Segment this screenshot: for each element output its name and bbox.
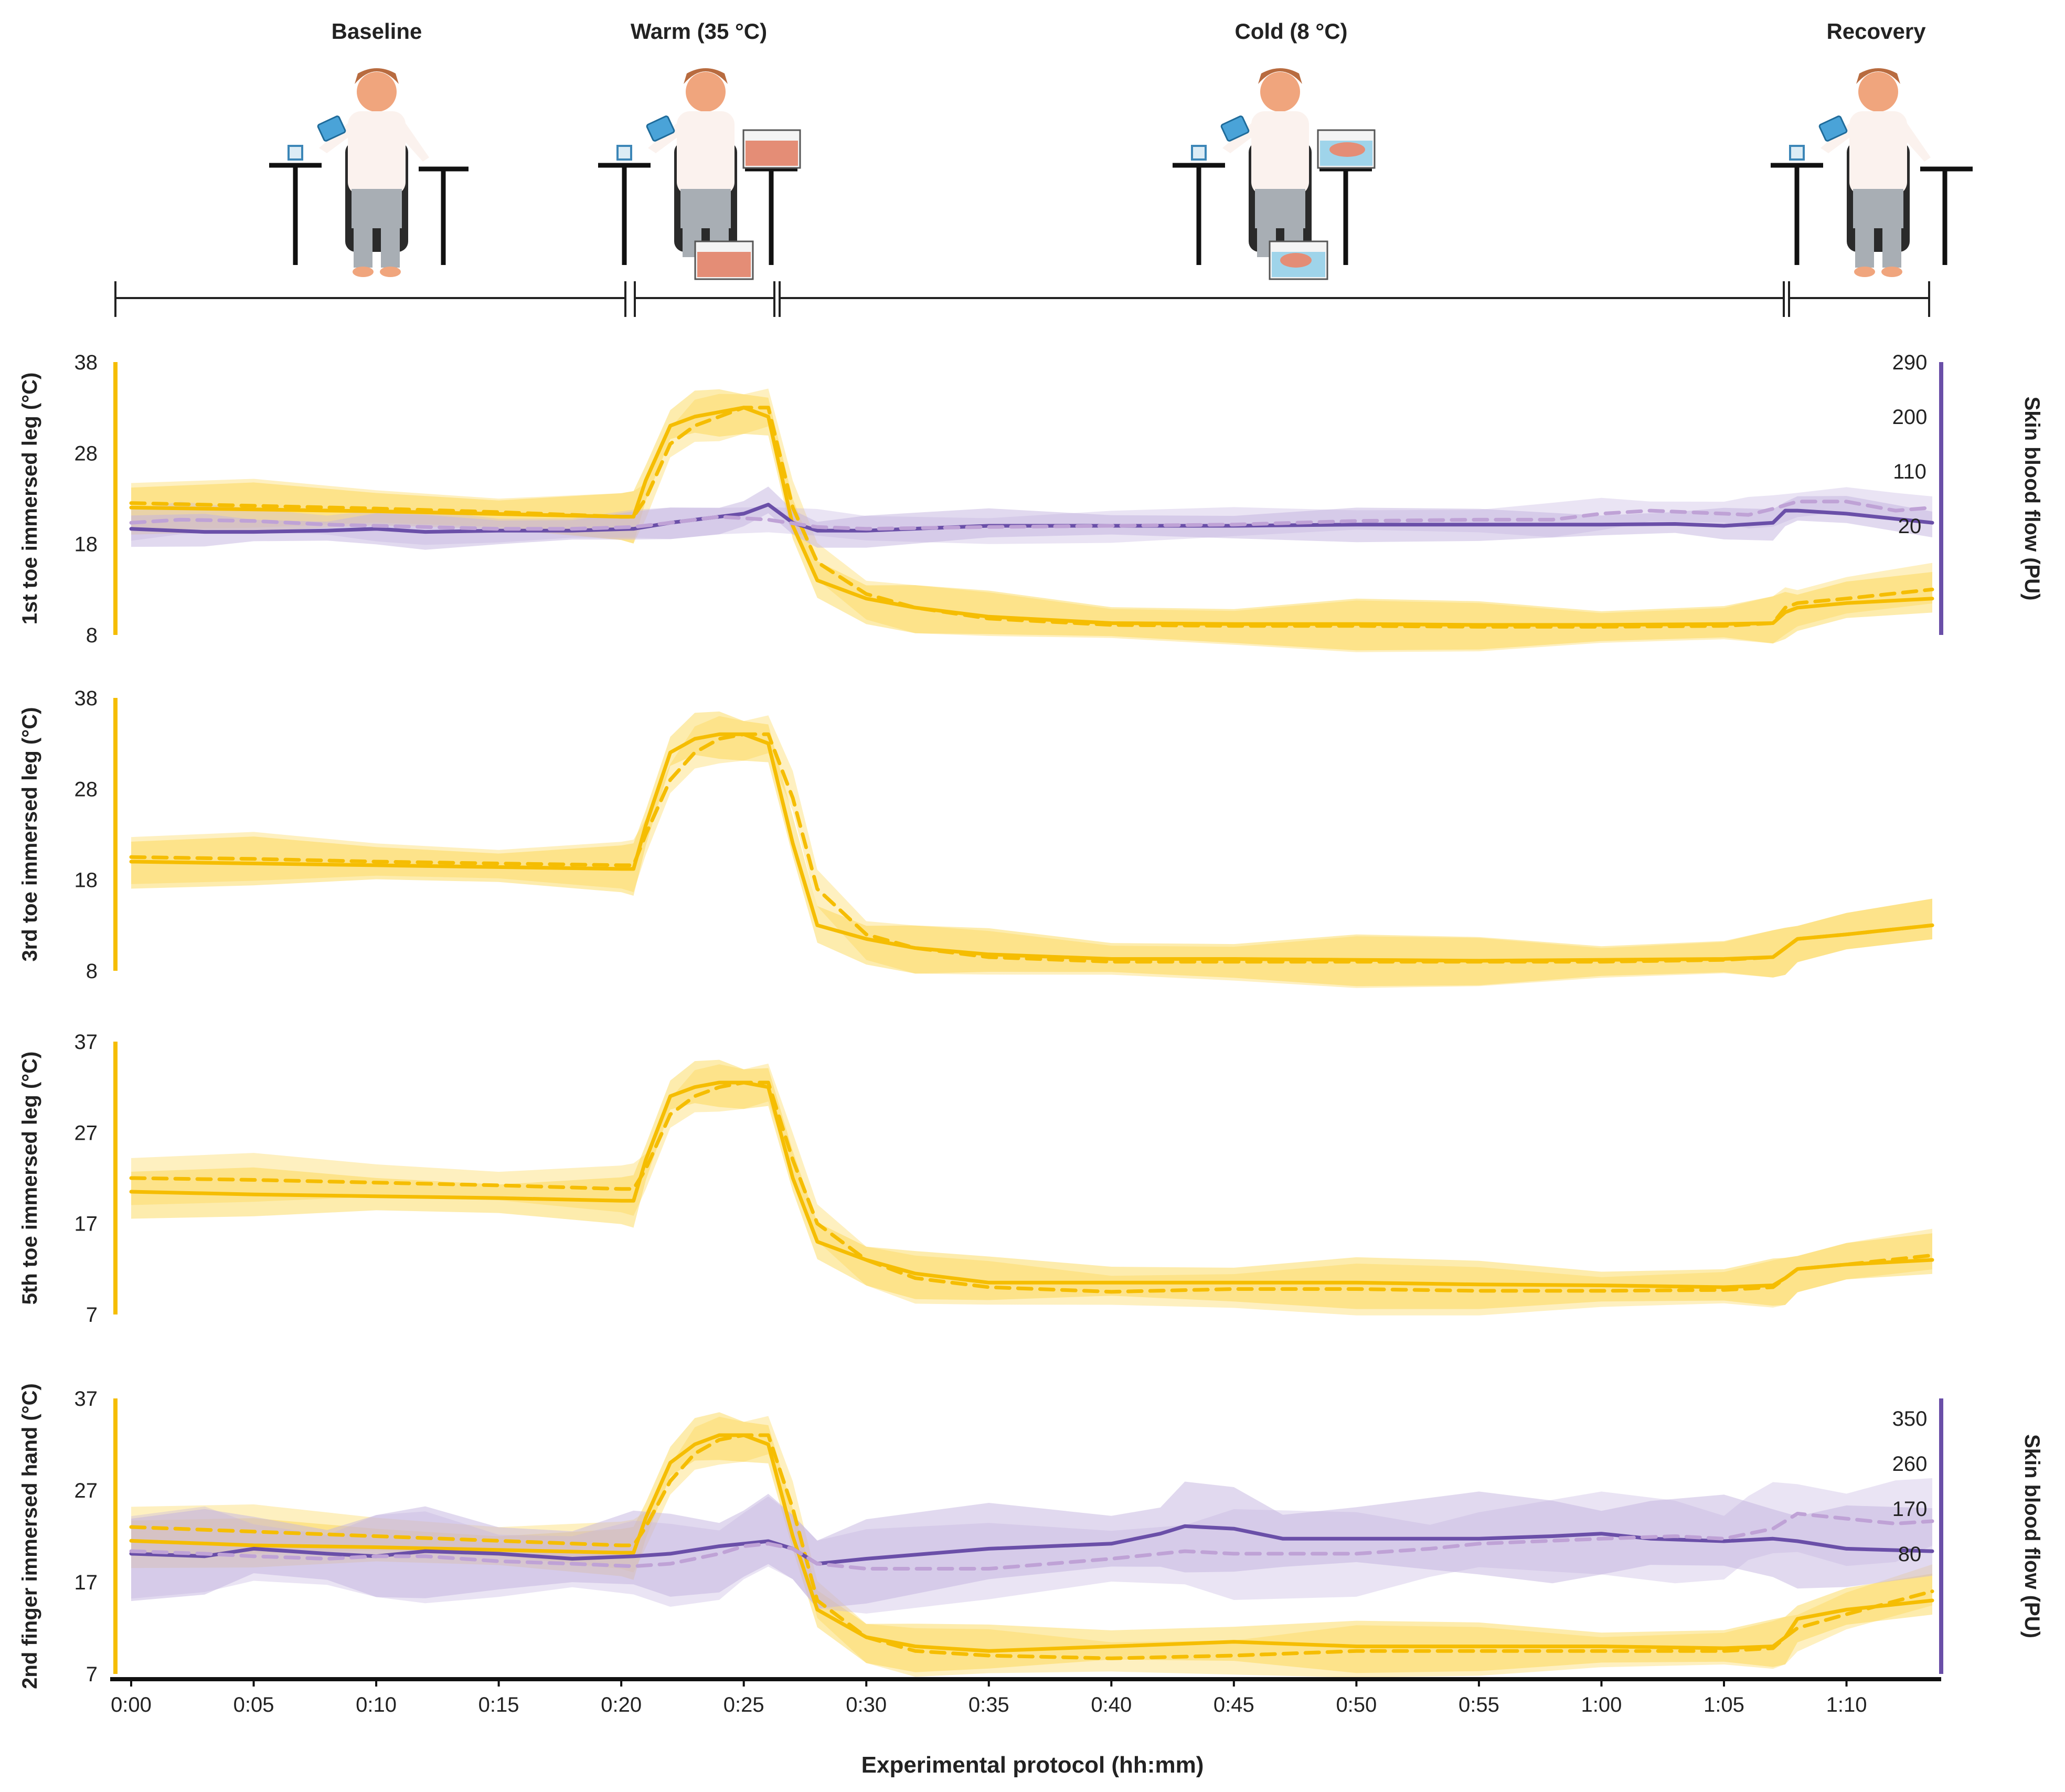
participant-baseline-illustration: [269, 68, 469, 277]
series-line-3rd-toe-0: [129, 732, 1934, 963]
y-tick-label-2nd-finger-2: 27: [74, 1479, 98, 1502]
series-band-5th-toe-1: [131, 1063, 1932, 1316]
y-tick-label-5th-toe-2: 27: [74, 1121, 98, 1144]
y2-axis-title-2nd-finger: Skin blood flow (PU): [2020, 1434, 2043, 1638]
y-tick-label-2nd-finger-1: 17: [74, 1571, 98, 1594]
y-axis-title-5th-toe: 5th toe immersed leg (°C): [18, 1052, 41, 1305]
x-tick-label-1: 0:05: [233, 1693, 274, 1716]
panel-1st-toe: 8 18 28 38 1st toe immersed leg (°C) 20 110 200…: [18, 351, 2043, 652]
phase-label-warm: Warm (35 °C): [631, 19, 767, 44]
series-line-2nd-finger-0: [129, 1433, 1934, 1653]
x-tick-label-13: 1:05: [1704, 1693, 1744, 1716]
participant-cold-illustration: [1173, 68, 1376, 280]
y2-tick-label-2nd-finger-3: 350: [1892, 1407, 1928, 1430]
y2-tick-label-2nd-finger-1: 170: [1892, 1498, 1928, 1521]
x-tick-label-9: 0:45: [1214, 1693, 1254, 1716]
y-tick-label-2nd-finger-0: 7: [86, 1663, 98, 1686]
phase-label-baseline: Baseline: [332, 19, 422, 44]
y-tick-label-2nd-finger-3: 37: [74, 1387, 98, 1411]
y2-tick-label-2nd-finger-2: 260: [1892, 1452, 1928, 1476]
series-band-3rd-toe-1: [131, 715, 1932, 988]
x-tick-label-0: 0:00: [111, 1693, 152, 1716]
y-axis-title-1st-toe: 1st toe immersed leg (°C): [18, 373, 41, 625]
panel-3rd-toe: 8 18 28 38 3rd toe immersed leg (°C): [18, 687, 1934, 988]
series-line-2nd-finger-1: [129, 1433, 1934, 1660]
series-line-3rd-toe-1: [129, 732, 1934, 964]
phase-label-recovery: Recovery: [1826, 19, 1926, 44]
y-tick-label-1st-toe-1: 18: [74, 533, 98, 556]
y2-tick-label-1st-toe-0: 20: [1898, 515, 1922, 538]
panel-5th-toe: 7 17 27 37 5th toe immersed leg (°C): [18, 1031, 1934, 1327]
phase-timeline: [114, 281, 1930, 317]
x-tick-label-11: 0:55: [1459, 1693, 1499, 1716]
series-line-2nd-finger-3: [129, 1512, 1934, 1571]
x-axis-title: Experimental protocol (hh:mm): [861, 1752, 1204, 1778]
phase-label-cold: Cold (8 °C): [1234, 19, 1347, 44]
y-tick-label-3rd-toe-2: 28: [74, 778, 98, 801]
series-line-1st-toe-1: [129, 406, 1934, 629]
y2-tick-label-2nd-finger-0: 80: [1898, 1543, 1922, 1566]
series-line-5th-toe-0: [129, 1080, 1934, 1289]
x-tick-label-10: 0:50: [1336, 1693, 1377, 1716]
x-tick-label-5: 0:25: [723, 1693, 764, 1716]
y-tick-label-5th-toe-3: 37: [74, 1031, 98, 1054]
series-band-1st-toe-2: [131, 486, 1932, 550]
series-line-5th-toe-1: [129, 1080, 1934, 1294]
y2-tick-label-1st-toe-2: 200: [1892, 406, 1928, 429]
y-tick-label-5th-toe-1: 17: [74, 1213, 98, 1236]
y-tick-label-3rd-toe-0: 8: [86, 960, 98, 983]
y-axis-title-2nd-finger: 2nd finger immersed hand (°C): [18, 1383, 41, 1689]
x-tick-label-3: 0:15: [478, 1693, 519, 1716]
series-line-1st-toe-3: [129, 500, 1934, 531]
y-tick-label-3rd-toe-3: 38: [74, 687, 98, 710]
y2-axis-title-1st-toe: Skin blood flow (PU): [2020, 397, 2043, 601]
phase-header: Baseline Warm (35 °C) Cold (8 °C) Recove…: [114, 19, 1973, 317]
x-tick-label-6: 0:30: [846, 1693, 887, 1716]
x-tick-label-4: 0:20: [601, 1693, 642, 1716]
y-axis-title-3rd-toe: 3rd toe immersed leg (°C): [18, 707, 41, 962]
panel-2nd-finger: 7 17 27 37 2nd finger immersed hand (°C) 80 17…: [18, 1383, 2043, 1689]
x-tick-label-7: 0:35: [968, 1693, 1009, 1716]
x-tick-label-8: 0:40: [1091, 1693, 1132, 1716]
participant-warm-illustration: [598, 68, 801, 280]
y2-tick-label-1st-toe-3: 290: [1892, 351, 1928, 374]
y-tick-label-5th-toe-0: 7: [86, 1303, 98, 1327]
y-tick-label-1st-toe-3: 38: [74, 351, 98, 374]
x-axis: 0:00 0:05 0:10 0:15 0:20 0:25 0:30 0:35 0:40 0:45…: [110, 1677, 1941, 1716]
y-tick-label-1st-toe-0: 8: [86, 624, 98, 647]
participant-recovery-illustration: [1771, 68, 1973, 277]
series-line-1st-toe-2: [129, 503, 1934, 534]
y-tick-label-1st-toe-2: 28: [74, 442, 98, 465]
x-tick-label-12: 1:00: [1581, 1693, 1622, 1716]
y2-tick-label-1st-toe-1: 110: [1893, 460, 1926, 483]
y-tick-label-3rd-toe-1: 18: [74, 869, 98, 892]
x-tick-label-2: 0:10: [356, 1693, 397, 1716]
x-tick-label-14: 1:10: [1826, 1693, 1867, 1716]
series-band-2nd-finger-2: [131, 1481, 1932, 1609]
